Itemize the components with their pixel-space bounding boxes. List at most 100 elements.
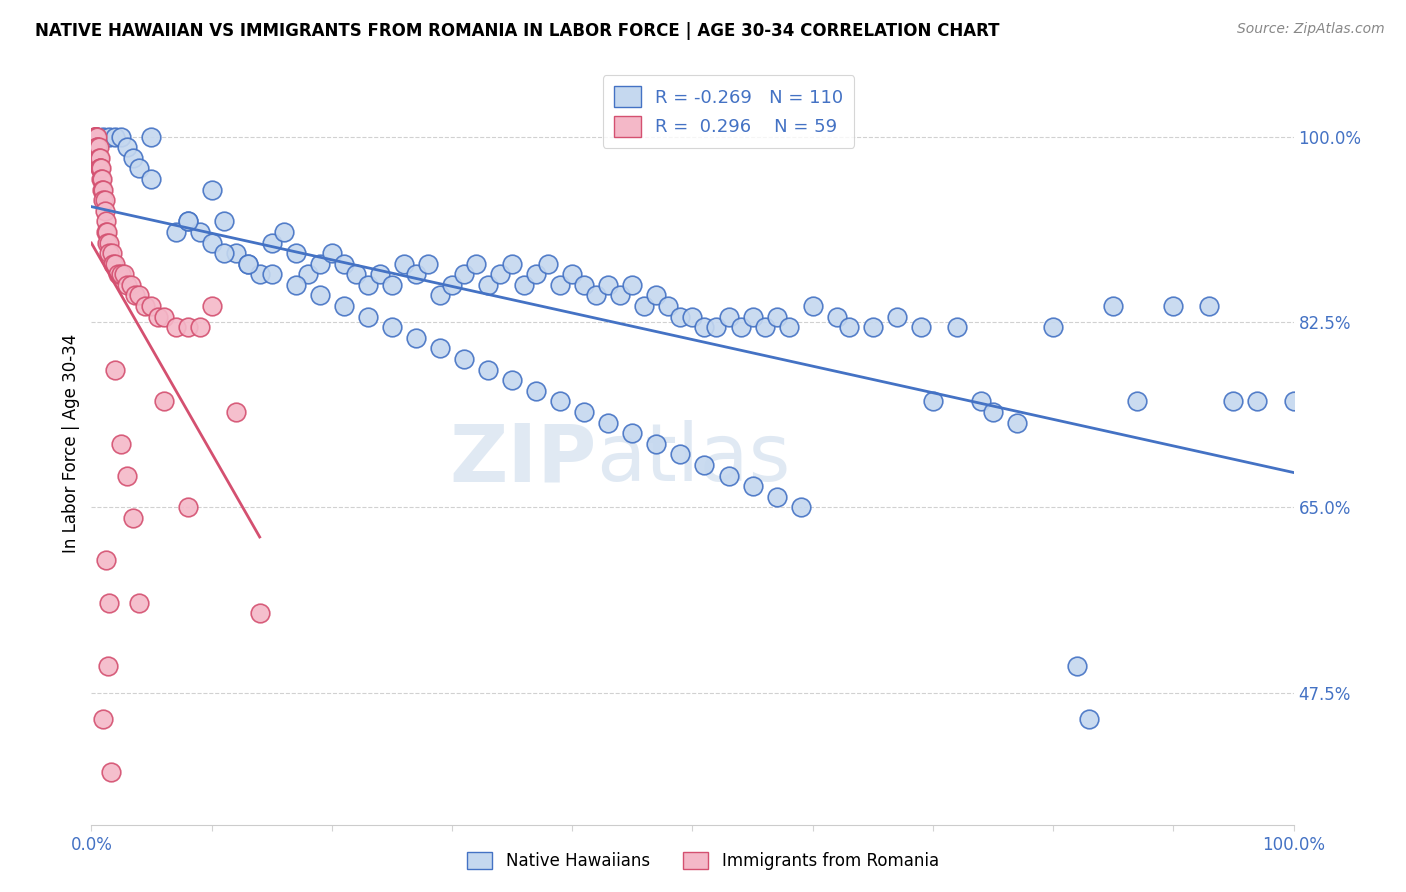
Point (165, 320, 187, 334)
Point (91, 172, 114, 186)
Point (152, 310, 174, 324)
Point (176, 214, 198, 228)
Point (86, 129, 108, 144)
Point (201, 235, 224, 250)
Point (825, 310, 848, 324)
Point (465, 257, 488, 271)
Point (165, 225, 187, 239)
Point (84, 129, 107, 144)
Point (141, 129, 163, 144)
Point (212, 214, 235, 228)
Point (392, 257, 415, 271)
Point (176, 500, 198, 515)
Point (84, 129, 107, 144)
Point (981, 405, 1004, 419)
Point (122, 151, 145, 165)
Point (89, 151, 111, 165)
Point (124, 288, 146, 302)
Point (730, 320, 752, 334)
Point (1246, 394, 1268, 409)
Point (561, 268, 583, 282)
Point (249, 268, 271, 282)
Point (110, 268, 132, 282)
Point (297, 268, 319, 282)
Point (212, 246, 235, 260)
Point (357, 310, 380, 324)
Point (308, 257, 330, 271)
Point (83, 129, 105, 144)
Point (152, 394, 174, 409)
Text: atlas: atlas (596, 420, 790, 498)
Point (513, 277, 536, 292)
Point (501, 373, 523, 387)
Point (104, 129, 127, 144)
Point (440, 277, 463, 292)
Point (104, 362, 127, 376)
Point (333, 257, 356, 271)
Point (970, 394, 993, 409)
Point (1005, 416, 1028, 430)
Point (110, 129, 132, 144)
Point (381, 277, 404, 292)
Point (1066, 659, 1088, 673)
Legend: Native Hawaiians, Immigrants from Romania: Native Hawaiians, Immigrants from Romani… (461, 845, 945, 877)
Point (368, 268, 391, 282)
Point (98, 596, 121, 610)
Point (93, 712, 115, 726)
Point (886, 310, 908, 324)
Point (236, 257, 259, 271)
Point (112, 268, 135, 282)
Point (86, 140, 108, 154)
Point (657, 299, 679, 313)
Point (120, 277, 142, 292)
Point (87, 140, 110, 154)
Point (96, 235, 118, 250)
Point (741, 310, 763, 324)
Point (101, 257, 124, 271)
Point (128, 161, 150, 176)
Point (117, 277, 139, 292)
Point (94, 553, 117, 567)
Point (357, 277, 380, 292)
Point (117, 140, 139, 154)
Point (681, 310, 703, 324)
Point (321, 246, 343, 260)
Point (344, 268, 367, 282)
Point (548, 394, 571, 409)
Point (93, 203, 115, 218)
Point (117, 468, 139, 483)
Point (176, 320, 198, 334)
Point (97, 659, 120, 673)
Point (524, 384, 547, 398)
Point (84, 129, 107, 144)
Point (501, 257, 523, 271)
Point (778, 320, 800, 334)
Point (477, 362, 499, 376)
Point (789, 500, 811, 515)
Point (754, 320, 776, 334)
Point (260, 235, 283, 250)
Point (405, 268, 427, 282)
Point (201, 183, 224, 197)
Point (1161, 299, 1184, 313)
Point (107, 268, 129, 282)
Point (717, 310, 740, 324)
Point (201, 299, 224, 313)
Point (308, 288, 330, 302)
Point (621, 426, 644, 441)
Point (91, 183, 114, 197)
Point (134, 299, 156, 313)
Point (98, 235, 121, 250)
Text: ZIP: ZIP (449, 420, 596, 498)
Point (741, 479, 763, 493)
Point (89, 161, 111, 176)
Point (381, 320, 404, 334)
Legend: R = -0.269   N = 110, R =  0.296    N = 59: R = -0.269 N = 110, R = 0.296 N = 59 (603, 75, 855, 148)
Text: Source: ZipAtlas.com: Source: ZipAtlas.com (1237, 22, 1385, 37)
Point (1078, 712, 1101, 726)
Point (273, 225, 295, 239)
Point (1222, 394, 1244, 409)
Point (598, 416, 620, 430)
Point (128, 288, 150, 302)
Point (405, 331, 427, 345)
